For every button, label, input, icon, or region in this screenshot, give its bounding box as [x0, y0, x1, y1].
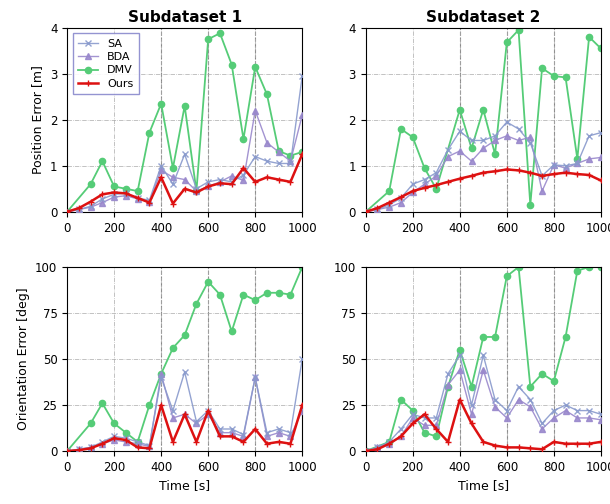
Legend: SA, BDA, DMV, Ours: SA, BDA, DMV, Ours: [73, 33, 139, 94]
Title: Subdataset 1: Subdataset 1: [127, 10, 242, 25]
X-axis label: Time [s]: Time [s]: [458, 479, 509, 492]
Y-axis label: Position Error [m]: Position Error [m]: [31, 66, 45, 174]
Title: Subdataset 2: Subdataset 2: [426, 10, 540, 25]
X-axis label: Time [s]: Time [s]: [159, 479, 210, 492]
Y-axis label: Orientation Error [deg]: Orientation Error [deg]: [16, 288, 29, 430]
